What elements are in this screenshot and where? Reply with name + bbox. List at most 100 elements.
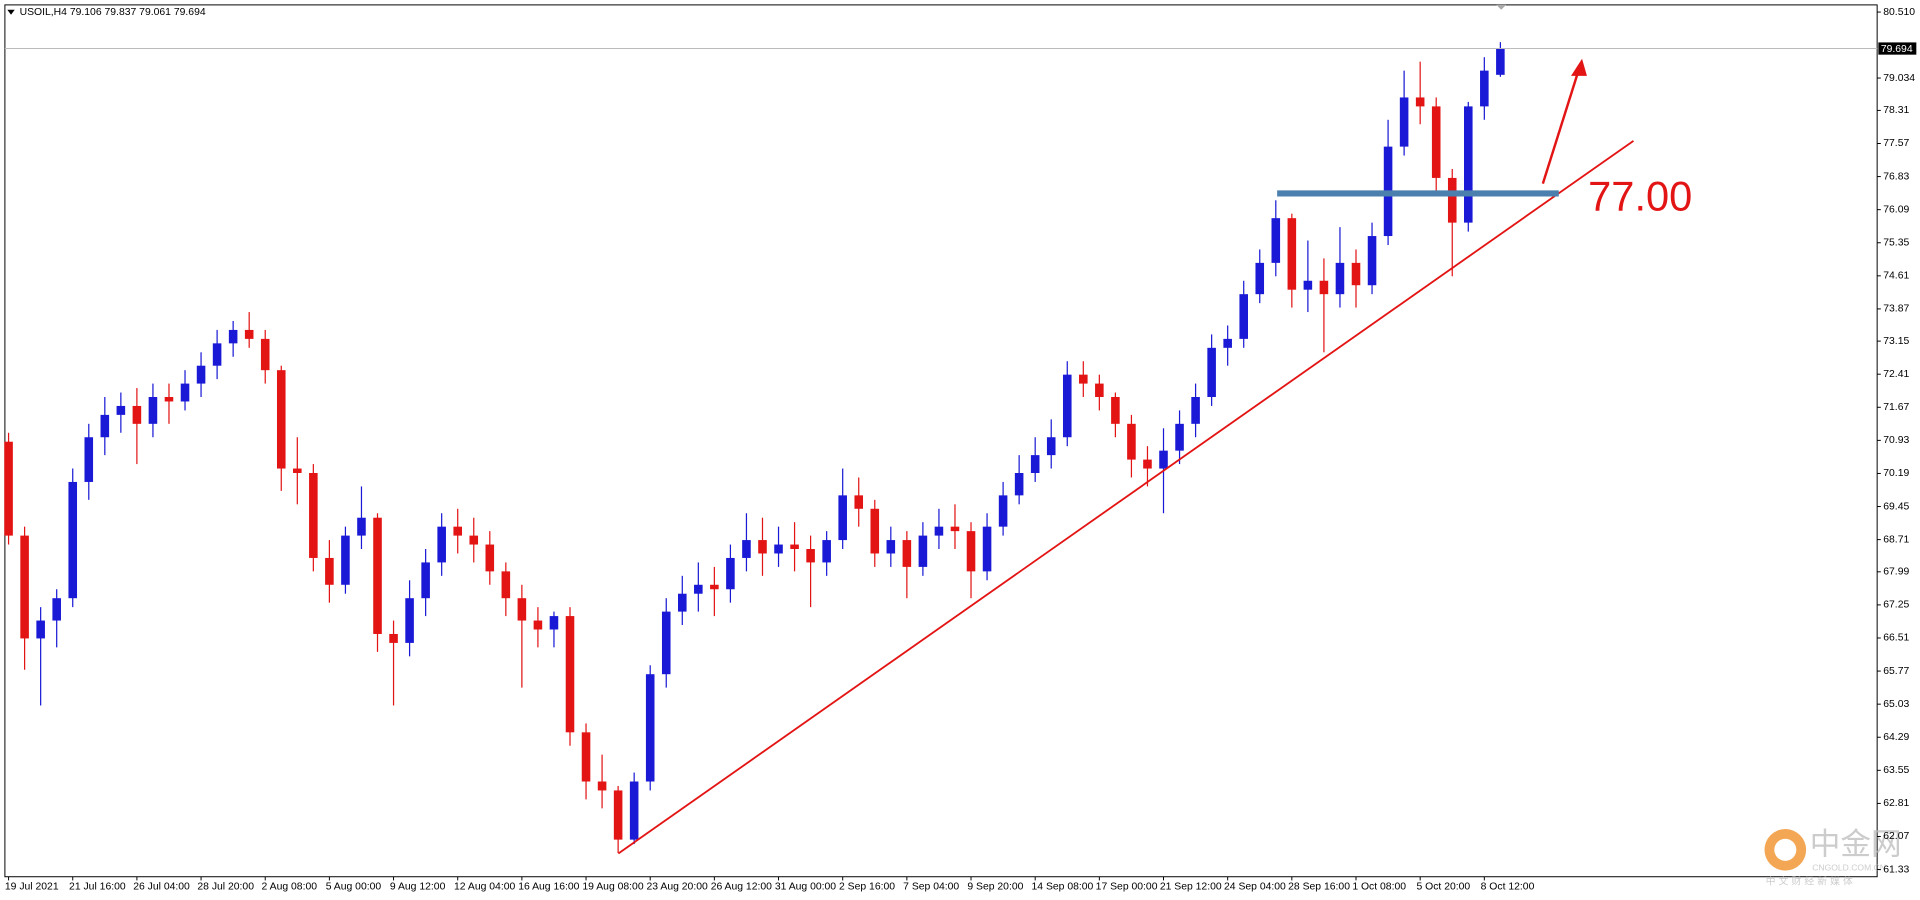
level-annotation: 77.00 (1588, 173, 1692, 220)
candle-body (437, 526, 446, 563)
candle-body (902, 540, 912, 567)
candle-body (1351, 262, 1361, 286)
candle-body (164, 397, 174, 402)
candle-body (742, 540, 751, 558)
candle-body (517, 598, 527, 621)
candle-body (597, 781, 607, 791)
high-value: 79.837 (105, 7, 137, 18)
x-tick-label: 28 Jul 20:00 (197, 881, 254, 892)
x-tick-label: 5 Aug 00:00 (326, 881, 382, 892)
watermark-url: CNGOLD.COM.CN (1812, 862, 1886, 872)
x-tick-label: 21 Jul 16:00 (69, 881, 126, 892)
candle-body (854, 495, 864, 509)
candle-body (453, 526, 462, 536)
y-tick-label: 65.03 (1883, 699, 1909, 710)
candle-body (389, 633, 398, 643)
candle-body (132, 405, 142, 424)
candle-body (581, 732, 591, 782)
chart-header: USOIL,H4 79.106 79.837 79.061 79.694 (20, 7, 206, 18)
y-tick-label: 74.61 (1883, 271, 1909, 282)
y-tick-label: 76.09 (1883, 204, 1909, 215)
y-tick-label: 62.07 (1883, 831, 1909, 842)
candle-body (1111, 397, 1120, 424)
low-value: 79.061 (139, 7, 171, 18)
candle-body (180, 383, 190, 402)
y-tick-label: 64.29 (1883, 732, 1909, 743)
candle-body (1030, 455, 1040, 474)
candle-body (1335, 262, 1345, 295)
candle-body (758, 540, 767, 554)
candle-body (806, 549, 815, 563)
candle-body (645, 674, 655, 782)
candle-body (1046, 437, 1056, 456)
y-tick-label: 72.41 (1883, 369, 1909, 380)
candle-body (918, 535, 928, 567)
candle-body (629, 781, 639, 840)
candle-body (373, 517, 382, 634)
x-tick-label: 2 Sep 16:00 (839, 881, 895, 892)
x-tick-label: 16 Aug 16:00 (518, 881, 579, 892)
candle-body (1207, 347, 1216, 398)
x-tick-label: 24 Sep 04:00 (1224, 881, 1286, 892)
candle-body (1431, 106, 1441, 178)
candle-body (36, 620, 45, 639)
candle-body (293, 468, 302, 474)
y-tick-label: 61.33 (1883, 864, 1909, 875)
y-tick-label: 73.87 (1883, 304, 1909, 315)
candle-body (148, 397, 158, 424)
y-tick-label: 70.93 (1883, 435, 1909, 446)
candle-body (838, 495, 847, 541)
x-tick-label: 17 Sep 00:00 (1096, 881, 1158, 892)
candle-body (1287, 218, 1297, 290)
candle-body (1127, 423, 1136, 460)
candle-body (1303, 280, 1313, 290)
watermark-tagline: 中 文 财 经 新 媒 体 (1766, 875, 1853, 888)
candle-body (1062, 374, 1072, 438)
candle-body (1239, 294, 1248, 339)
x-tick-label: 23 Aug 20:00 (647, 881, 708, 892)
candle-body (485, 544, 495, 572)
candle-body (1319, 280, 1329, 295)
x-tick-label: 9 Sep 20:00 (967, 881, 1023, 892)
symbol-dropdown[interactable] (7, 9, 15, 15)
x-tick-label: 19 Jul 2021 (5, 881, 59, 892)
candle-body (100, 414, 110, 438)
x-tick-label: 28 Sep 16:00 (1288, 881, 1350, 892)
y-tick-label: 70.19 (1883, 468, 1909, 479)
candle-body (1415, 97, 1425, 107)
close-value: 79.694 (174, 7, 206, 18)
candle-body (1143, 459, 1152, 469)
x-tick-label: 14 Sep 08:00 (1032, 881, 1094, 892)
x-tick-label: 31 Aug 00:00 (775, 881, 836, 892)
y-tick-label: 78.31 (1883, 105, 1909, 116)
candle-body (1480, 70, 1489, 107)
candle-body (1255, 262, 1265, 295)
candle-body (822, 540, 831, 563)
candle-body (790, 544, 799, 550)
candle-body (325, 557, 334, 585)
candle-body (533, 620, 543, 630)
candle-body (4, 441, 13, 536)
arrow-shaft (1541, 70, 1580, 185)
candle-body (196, 365, 206, 384)
x-tick-label: 21 Sep 12:00 (1160, 881, 1222, 892)
x-tick-label: 9 Aug 12:00 (390, 881, 446, 892)
candle-body (244, 329, 254, 339)
candle-body (661, 611, 671, 675)
candle-body (886, 540, 896, 554)
x-tick-label: 26 Aug 12:00 (711, 881, 772, 892)
trend-line (617, 140, 1634, 855)
y-tick-label: 62.81 (1883, 798, 1909, 809)
candle-body (68, 481, 78, 599)
x-tick-label: 7 Sep 04:00 (903, 881, 959, 892)
candle-body (469, 535, 479, 545)
watermark-name: 中金网 (1810, 828, 1902, 863)
y-tick-label: 67.25 (1883, 600, 1909, 611)
candle-body (20, 535, 29, 639)
candle-body (726, 557, 735, 590)
candle-body (1447, 177, 1457, 223)
candle-body (565, 616, 575, 733)
y-tick-label: 75.35 (1883, 238, 1909, 249)
candle-body (421, 562, 430, 599)
